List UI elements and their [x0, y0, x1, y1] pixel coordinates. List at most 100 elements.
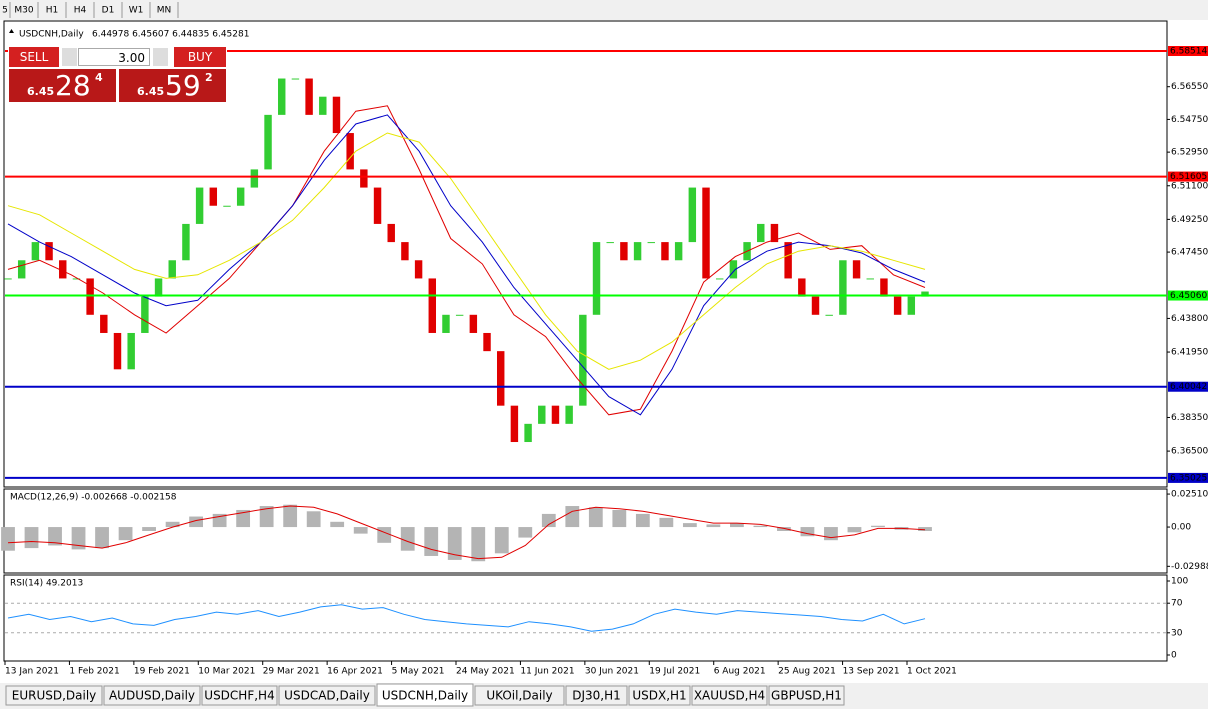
- macd-bar: [236, 509, 251, 528]
- tab-label[interactable]: GBPUSD,H1: [771, 689, 842, 703]
- buy-sup: 2: [205, 71, 213, 84]
- sell-button[interactable]: SELL: [9, 47, 59, 67]
- tab-label[interactable]: USDX,H1: [632, 689, 686, 703]
- tab-label[interactable]: DJ30,H1: [572, 689, 621, 703]
- macd-bar: [612, 509, 627, 528]
- tab-label[interactable]: USDCAD,Daily: [284, 689, 370, 703]
- candle: [250, 169, 259, 188]
- timeframe[interactable]: W1: [129, 6, 144, 16]
- macd-bar: [1, 527, 15, 551]
- lot-up[interactable]: [153, 48, 168, 66]
- candle: [688, 187, 697, 243]
- y-tick-label: 0: [1171, 651, 1177, 661]
- sell-price[interactable]: 6.45 28 4: [9, 69, 116, 102]
- tab[interactable]: [5, 685, 103, 706]
- y-tick-label: 6.51100: [1171, 181, 1208, 191]
- y-tick-label: 6.52950: [1171, 148, 1208, 158]
- level-box: [1168, 171, 1208, 182]
- rsi-line: [7, 604, 926, 632]
- x-tick-label: 19 Feb 2021: [134, 667, 190, 677]
- candle: [606, 242, 614, 244]
- candle: [319, 96, 327, 115]
- timeframe[interactable]: M30: [14, 6, 33, 16]
- x-tick-label: 5 May 2021: [392, 667, 445, 677]
- macd-bar: [800, 527, 815, 537]
- level-box: [1168, 381, 1208, 392]
- macd-bar: [330, 521, 345, 528]
- candle: [346, 133, 354, 170]
- candle: [100, 314, 108, 333]
- candle: [592, 242, 601, 315]
- tab[interactable]: [474, 685, 565, 706]
- candle: [784, 242, 792, 279]
- candle: [496, 351, 505, 406]
- y-tick-label: 6.36500: [1171, 447, 1208, 457]
- candle: [565, 405, 573, 424]
- candle: [278, 78, 286, 115]
- candle: [168, 260, 176, 279]
- tab[interactable]: [565, 685, 628, 706]
- candle: [401, 242, 409, 261]
- macd-bar: [118, 527, 133, 541]
- tab-label[interactable]: USDCNH,Daily: [382, 689, 468, 703]
- tab-label[interactable]: USDCHF,H4: [204, 689, 274, 703]
- toolbar: [0, 0, 1208, 20]
- candle: [880, 278, 888, 297]
- lot-input[interactable]: 3.00: [78, 48, 150, 66]
- y-tick-label: 70: [1171, 599, 1183, 609]
- rsi-pane: [3, 574, 1168, 662]
- level-label: 6.51605: [1170, 172, 1207, 182]
- y-tick-label: 6.38350: [1171, 413, 1208, 423]
- buy-main: 59: [165, 69, 201, 102]
- macd-bar: [588, 507, 603, 528]
- timeframe[interactable]: H1: [46, 6, 59, 16]
- y-tick-label: 30: [1171, 628, 1183, 638]
- y-tick-label: -0.02988: [1171, 562, 1208, 572]
- level-label: 6.45060: [1170, 291, 1207, 301]
- macd-bar: [494, 527, 509, 554]
- macd-bar: [847, 527, 862, 533]
- y-tick-label: 6.49250: [1171, 215, 1208, 225]
- tab-label[interactable]: UKOil,Daily: [486, 689, 552, 703]
- macd-bar: [24, 527, 39, 549]
- timeframe[interactable]: H4: [74, 6, 87, 16]
- candle: [209, 187, 218, 206]
- timeframe[interactable]: 5: [2, 6, 8, 16]
- macd-bar: [189, 516, 204, 528]
- tab[interactable]: [103, 685, 201, 706]
- x-tick-label: 19 Jul 2021: [649, 667, 700, 677]
- buy-price[interactable]: 6.45 59 2: [119, 69, 226, 102]
- candle: [852, 260, 861, 279]
- tab[interactable]: [628, 685, 691, 706]
- level-label: 6.58514: [1170, 47, 1207, 57]
- tab[interactable]: [376, 683, 474, 707]
- y-tick-label: 100: [1171, 577, 1188, 587]
- candle: [264, 114, 272, 170]
- tab[interactable]: [278, 685, 376, 706]
- candle: [757, 223, 765, 243]
- timeframe[interactable]: MN: [157, 6, 172, 16]
- candle: [127, 332, 135, 370]
- buy-button[interactable]: BUY: [174, 47, 226, 67]
- lot-down[interactable]: [62, 48, 77, 66]
- candle: [798, 278, 806, 297]
- tab-label[interactable]: EURUSD,Daily: [12, 689, 97, 703]
- timeframe[interactable]: D1: [102, 6, 115, 16]
- macd-bar: [48, 527, 62, 546]
- candle: [866, 278, 874, 280]
- macd-bar: [565, 506, 580, 528]
- symbol-title: USDCNH,Daily: [19, 30, 84, 40]
- tab-label[interactable]: AUDUSD,Daily: [109, 689, 195, 703]
- level-label: 6.40042: [1170, 382, 1207, 392]
- macd-bar: [400, 527, 415, 551]
- sell-big: 6.45: [27, 85, 55, 98]
- tab[interactable]: [691, 685, 768, 706]
- tab-label[interactable]: XAUUSD,H4: [694, 689, 765, 703]
- macd-bar: [682, 523, 697, 528]
- tab[interactable]: [768, 685, 845, 706]
- candle: [551, 405, 560, 424]
- candle: [360, 169, 368, 188]
- candle: [428, 278, 437, 333]
- macd-bar: [777, 527, 791, 531]
- tab[interactable]: [201, 685, 278, 706]
